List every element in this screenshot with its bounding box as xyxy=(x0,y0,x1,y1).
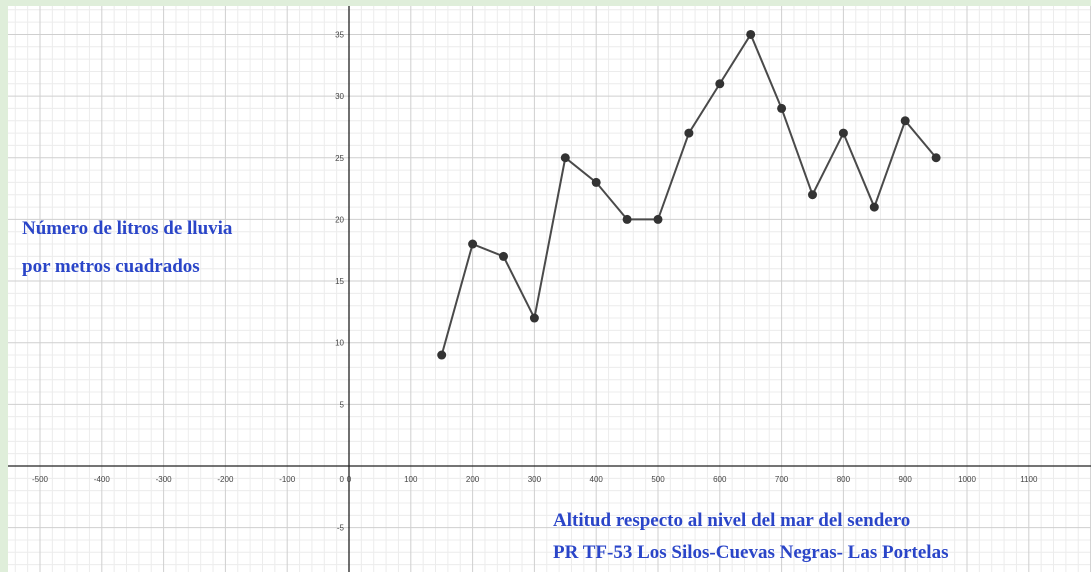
y-tick-label: 5 xyxy=(340,400,345,409)
x-tick-label: 1100 xyxy=(1020,475,1038,484)
x-tick-label: 400 xyxy=(590,475,604,484)
x-tick-label: 100 xyxy=(404,475,418,484)
y-axis-label-line-2: por metros cuadrados xyxy=(22,256,200,277)
data-point xyxy=(653,214,663,224)
y-tick-label: 25 xyxy=(335,154,344,163)
x-axis-label-line-2: PR TF-53 Los Silos-Cuevas Negras- Las Po… xyxy=(553,542,949,563)
data-point xyxy=(777,103,787,113)
y-tick-label: 30 xyxy=(335,92,344,101)
x-tick-label: 300 xyxy=(528,475,542,484)
x-tick-label: -100 xyxy=(279,475,296,484)
x-tick-label: -400 xyxy=(94,475,111,484)
x-tick-label: -500 xyxy=(32,475,49,484)
graph-canvas: -500 -400 -300 -200 -100 0 100 200 300 400 500 600 7… xyxy=(8,6,1091,572)
x-axis-label-line-1: Altitud respecto al nivel del mar del se… xyxy=(553,510,911,531)
y-tick-label: -5 xyxy=(337,524,345,533)
x-tick-label: -300 xyxy=(156,475,173,484)
data-point xyxy=(869,202,879,212)
data-point xyxy=(838,128,848,138)
data-point xyxy=(591,177,601,187)
origin-label: 0 xyxy=(340,475,345,484)
y-axis-label-line-1: Número de litros de lluvia xyxy=(22,218,233,239)
x-tick-label: -200 xyxy=(217,475,234,484)
data-point xyxy=(468,239,478,249)
data-point xyxy=(808,190,817,200)
y-tick-label: 15 xyxy=(335,277,344,286)
x-tick-label: 800 xyxy=(837,475,851,484)
data-point xyxy=(931,153,941,163)
x-tick-label: 200 xyxy=(466,475,480,484)
x-tick-label: 700 xyxy=(775,475,789,484)
data-point xyxy=(900,116,910,126)
data-point xyxy=(560,153,570,163)
data-point xyxy=(684,128,694,138)
data-point xyxy=(715,79,725,89)
y-tick-label: 10 xyxy=(335,339,344,348)
y-tick-label: 20 xyxy=(335,215,344,224)
x-tick-label: 0 xyxy=(347,475,352,484)
x-tick-label: 900 xyxy=(899,475,913,484)
data-point xyxy=(746,29,756,39)
chart-plot: -500 -400 -300 -200 -100 0 100 200 300 400 500 600 7… xyxy=(8,6,1091,572)
data-point xyxy=(622,214,632,224)
y-tick-label: 35 xyxy=(335,30,344,39)
x-tick-label: 1000 xyxy=(958,475,976,484)
data-point xyxy=(499,251,508,261)
x-tick-label: 500 xyxy=(651,475,665,484)
x-tick-label: 600 xyxy=(713,475,727,484)
data-point xyxy=(437,350,447,360)
data-point xyxy=(529,313,539,323)
